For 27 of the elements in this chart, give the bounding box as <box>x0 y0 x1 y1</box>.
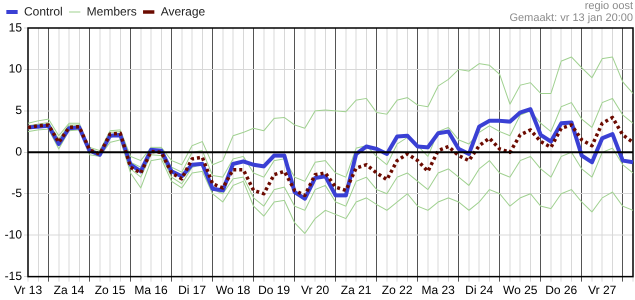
x-tick-label: Wo 18 <box>216 283 251 298</box>
legend-label: Control <box>24 4 63 18</box>
x-tick-label: Do 26 <box>545 283 578 298</box>
legend-label: Members <box>86 4 137 18</box>
x-tick-label: Ma 23 <box>421 283 456 298</box>
y-tick-label: -10 <box>4 227 22 242</box>
y-tick-label: 15 <box>8 20 22 34</box>
x-tick-label: Vr 20 <box>300 283 330 298</box>
y-tick-label: 10 <box>8 62 22 76</box>
y-tick-label: 5 <box>15 103 22 118</box>
x-tick-label: Zo 15 <box>94 283 126 298</box>
x-tick-label: Di 24 <box>465 283 494 298</box>
x-tick-label: Wo 25 <box>502 283 538 298</box>
x-tick-label: Za 14 <box>54 283 85 298</box>
text: Gemaakt: vr 13 jan 20:00 <box>509 12 633 24</box>
x-tick-label: Za 21 <box>340 283 372 298</box>
y-tick-label: 0 <box>15 144 22 159</box>
x-tick-label: Zo 22 <box>382 283 413 298</box>
x-tick-label: Di 17 <box>178 283 206 298</box>
text: regio oost <box>584 0 633 12</box>
x-tick-label: Ma 16 <box>134 283 168 298</box>
legend-label: Average <box>160 4 206 18</box>
y-tick-label: -5 <box>11 186 22 200</box>
y-tick-label: -15 <box>4 268 22 283</box>
x-tick-label: Vr 27 <box>588 283 617 298</box>
x-tick-label: Vr 13 <box>14 283 42 298</box>
x-tick-label: Do 19 <box>258 283 290 298</box>
